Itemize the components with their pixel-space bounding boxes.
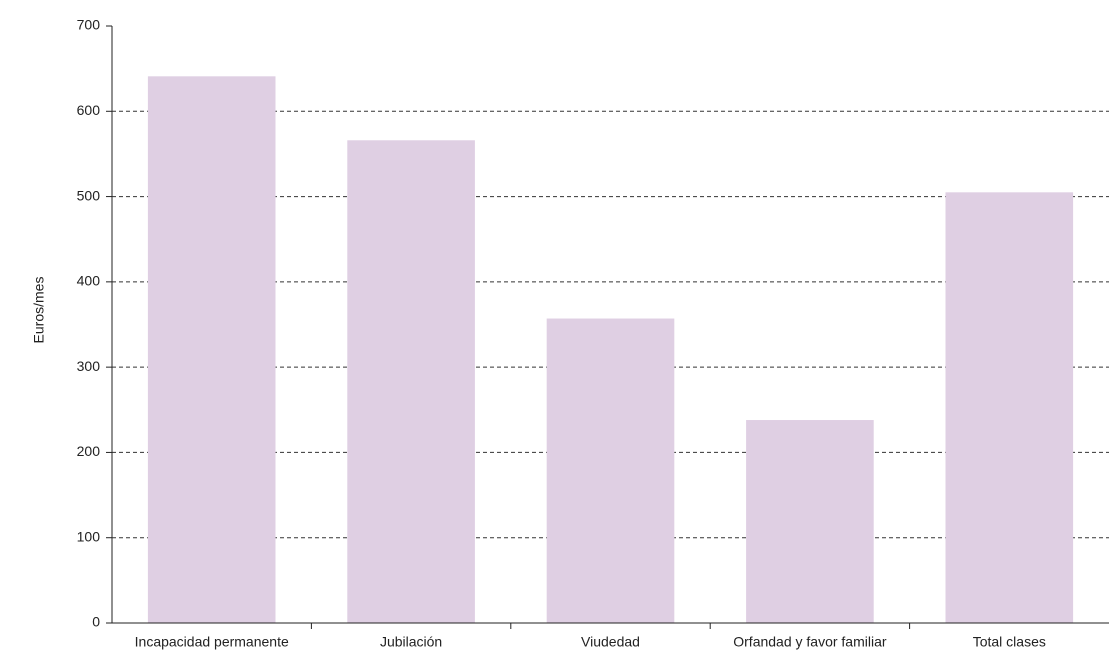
y-axis-label: Euros/mes [31,277,47,344]
y-tick-label: 500 [77,187,101,203]
x-tick-label: Total clases [973,634,1046,650]
x-tick-label: Jubilación [380,634,442,650]
y-tick-label: 100 [77,528,101,544]
y-tick-label: 200 [77,443,101,459]
x-tick-label: Incapacidad permanente [135,634,289,650]
bar [347,140,475,624]
x-tick-label: Viudedad [581,634,640,650]
bar [147,76,276,623]
y-tick-label: 0 [92,614,100,630]
y-tick-label: 600 [77,102,101,118]
bar [746,420,874,623]
bar [945,192,1074,624]
x-tick-label: Orfandad y favor familiar [733,634,887,650]
bar [546,318,675,623]
y-tick-label: 400 [77,273,101,289]
y-tick-label: 700 [77,17,101,33]
y-tick-label: 300 [77,358,101,374]
